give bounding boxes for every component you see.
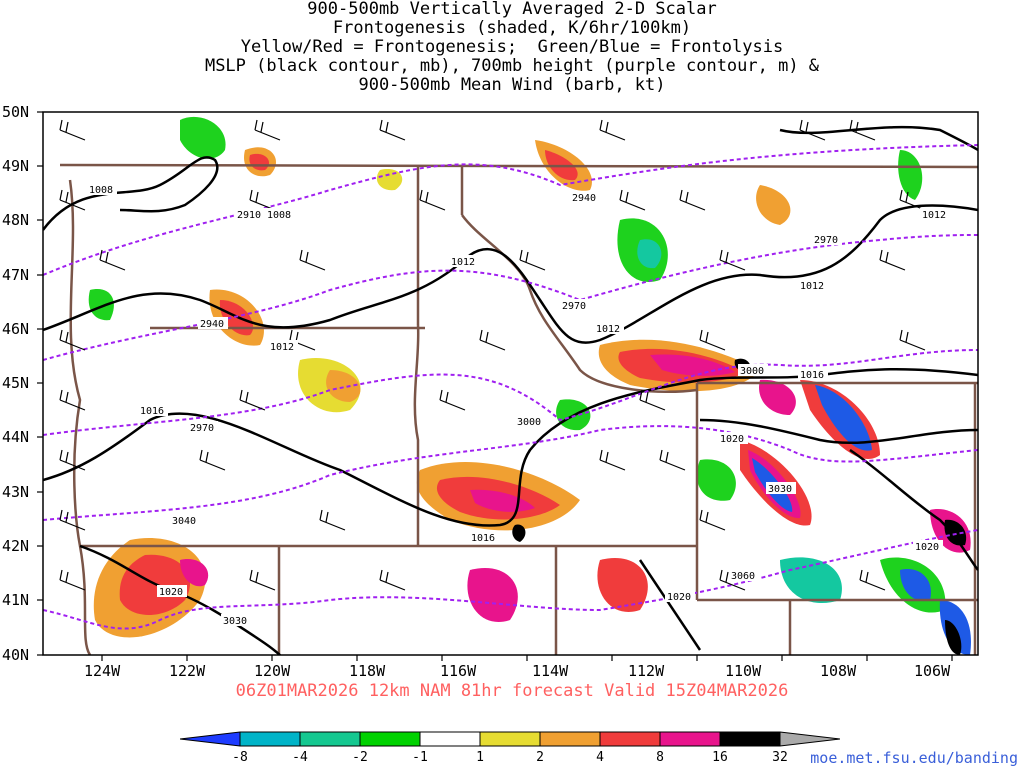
colorbar-swatch	[240, 732, 300, 746]
mslp-label: 1016	[140, 406, 164, 417]
lon-label: 110W	[725, 662, 762, 680]
colorbar-tick: -2	[352, 750, 368, 765]
colorbar-swatch	[720, 732, 780, 746]
wind-barbs	[59, 119, 926, 591]
political-borders	[59, 163, 978, 655]
shaded-field	[43, 116, 978, 655]
title-line-2: Frontogenesis (shaded, K/6hr/100km)	[332, 18, 692, 38]
colorbar-tick: -1	[412, 750, 428, 765]
lat-label: 40N	[2, 646, 29, 664]
mslp-label: 1012	[800, 281, 824, 292]
colorbar-tick: 4	[596, 750, 604, 765]
height-label: 3040	[172, 516, 196, 527]
source-credit[interactable]: moe.met.fsu.edu/banding	[810, 749, 1018, 767]
colorbar-tick: 16	[712, 750, 728, 765]
height-contours	[43, 144, 978, 630]
height-label: 2970	[814, 235, 838, 246]
height-label: 2940	[572, 193, 596, 204]
title-line-3: Yellow/Red = Frontogenesis; Green/Blue =…	[240, 37, 784, 57]
lon-label: 118W	[349, 662, 386, 680]
colorbar-swatch	[360, 732, 420, 746]
frontogenesis-map: 1008 1008 1012 1012 1012 1012 1012 1016 …	[2, 103, 979, 680]
lon-label: 112W	[628, 662, 665, 680]
lon-label: 108W	[820, 662, 857, 680]
forecast-valid-text: 06Z01MAR2026 12km NAM 81hr forecast Vali…	[235, 681, 789, 701]
colorbar-tick: -8	[232, 750, 248, 765]
lon-label: 114W	[532, 662, 569, 680]
height-label: 3000	[517, 417, 541, 428]
height-label: 2910	[237, 210, 261, 221]
lon-label: 116W	[440, 662, 477, 680]
colorbar-swatch	[420, 732, 480, 746]
colorbar-tick: -4	[292, 750, 308, 765]
colorbar-tick: 32	[772, 750, 788, 765]
mslp-label: 1008	[89, 185, 113, 196]
mslp-label: 1012	[270, 342, 294, 353]
colorbar-swatch	[540, 732, 600, 746]
height-label: 3030	[768, 484, 792, 495]
colorbar-swatch	[600, 732, 660, 746]
title-line-1: 900-500mb Vertically Averaged 2-D Scalar	[307, 0, 717, 19]
colorbar-svg: -8 -4 -2 -1 1 2 4 8 16 32	[179, 731, 841, 765]
lat-label: 44N	[2, 428, 29, 446]
lat-label: 45N	[2, 374, 29, 392]
colorbar-swatch	[780, 732, 840, 746]
lat-axis	[37, 111, 43, 656]
lon-label: 106W	[914, 662, 951, 680]
mslp-label: 1016	[471, 533, 495, 544]
height-label: 3000	[740, 366, 764, 377]
lat-label: 42N	[2, 537, 29, 555]
colorbar-tick: 8	[656, 750, 664, 765]
contour-labels: 1008 1008 1012 1012 1012 1012 1012 1016 …	[87, 183, 950, 627]
height-label: 2970	[190, 423, 214, 434]
height-label: 3030	[223, 616, 247, 627]
mslp-label: 1012	[451, 257, 475, 268]
colorbar-swatch	[180, 732, 240, 746]
height-label: 2970	[562, 301, 586, 312]
lon-axis	[101, 655, 953, 661]
height-label: 3060	[731, 571, 755, 582]
height-label: 1020	[667, 592, 691, 603]
lon-label: 120W	[254, 662, 291, 680]
height-label: 2940	[200, 319, 224, 330]
mslp-label: 1020	[159, 587, 183, 598]
colorbar-tick: 1	[476, 750, 484, 765]
mslp-label: 1016	[800, 370, 824, 381]
mslp-label: 1020	[915, 542, 939, 553]
title-line-5: 900-500mb Mean Wind (barb, kt)	[358, 75, 666, 95]
colorbar-swatch	[300, 732, 360, 746]
lat-label: 47N	[2, 266, 29, 284]
mslp-label: 1012	[596, 324, 620, 335]
title-line-4: MSLP (black contour, mb), 700mb height (…	[204, 56, 820, 76]
title-block: 900-500mb Vertically Averaged 2-D Scalar…	[0, 0, 1024, 95]
mslp-label: 1008	[267, 210, 291, 221]
colorbar: -8 -4 -2 -1 1 2 4 8 16 32	[179, 730, 841, 768]
mslp-label: 1020	[720, 434, 744, 445]
lat-label: 48N	[2, 211, 29, 229]
lat-label: 46N	[2, 320, 29, 338]
colorbar-swatch	[660, 732, 720, 746]
lon-label: 124W	[84, 662, 121, 680]
lat-label: 43N	[2, 483, 29, 501]
lat-label: 41N	[2, 591, 29, 609]
lat-label: 49N	[2, 157, 29, 175]
lat-label: 50N	[2, 103, 29, 121]
lon-label: 122W	[169, 662, 206, 680]
colorbar-tick: 2	[536, 750, 544, 765]
colorbar-swatch	[480, 732, 540, 746]
mslp-label: 1012	[922, 210, 946, 221]
